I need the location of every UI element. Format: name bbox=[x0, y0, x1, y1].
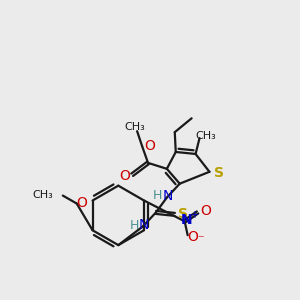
Text: O: O bbox=[119, 169, 130, 183]
Text: H: H bbox=[130, 219, 139, 232]
Text: N: N bbox=[163, 189, 173, 202]
Text: CH₃: CH₃ bbox=[195, 131, 216, 141]
Text: ⁻: ⁻ bbox=[197, 234, 204, 247]
Text: CH₃: CH₃ bbox=[32, 190, 53, 200]
Text: H: H bbox=[153, 189, 163, 202]
Text: CH₃: CH₃ bbox=[125, 122, 146, 132]
Text: O: O bbox=[76, 196, 87, 209]
Text: O: O bbox=[145, 139, 155, 153]
Text: O: O bbox=[187, 230, 198, 244]
Text: N: N bbox=[139, 218, 149, 232]
Text: +: + bbox=[190, 210, 198, 220]
Text: N: N bbox=[181, 213, 193, 227]
Text: S: S bbox=[214, 166, 224, 180]
Text: S: S bbox=[178, 207, 188, 221]
Text: O: O bbox=[200, 204, 211, 218]
